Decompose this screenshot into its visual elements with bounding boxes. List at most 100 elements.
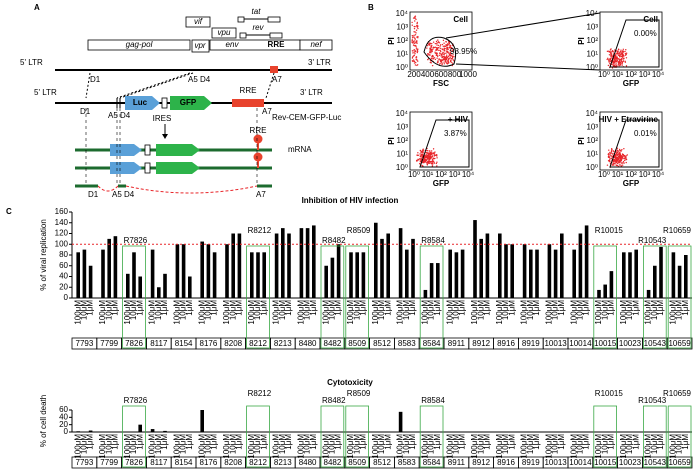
- event-dot: [430, 150, 433, 152]
- event-dot: [425, 154, 428, 156]
- bar: [330, 257, 335, 298]
- event-dot: [447, 61, 450, 64]
- concentration-label: 100μM: [371, 300, 380, 325]
- category-label: 8916: [497, 339, 515, 348]
- box: [267, 16, 281, 23]
- event-dot: [448, 47, 450, 49]
- concentration-label: 10μM: [526, 300, 535, 321]
- event-dot: [416, 22, 418, 25]
- event-dot: [445, 52, 447, 55]
- concentration-label: 10μM: [129, 434, 138, 455]
- event-dot: [413, 49, 416, 51]
- category-label: 8117: [150, 339, 168, 348]
- event-dot: [429, 54, 431, 56]
- label: nef: [310, 40, 322, 49]
- event-dot: [436, 62, 439, 64]
- event-dot: [432, 152, 434, 155]
- y-tick-label: 140: [55, 218, 69, 227]
- event-dot: [417, 36, 419, 39]
- concentration-label: 100μM: [123, 300, 132, 325]
- label: A5 D4: [112, 190, 135, 199]
- event-dot: [621, 51, 623, 53]
- event-dot: [416, 51, 419, 54]
- highlight-box: [345, 405, 369, 468]
- event-dot: [430, 57, 433, 59]
- bar: [101, 249, 105, 298]
- tick-label: 10²: [586, 36, 598, 45]
- event-dot: [617, 48, 620, 51]
- bar: [82, 249, 87, 298]
- annotation: R8584: [421, 236, 445, 245]
- event-dot: [434, 58, 437, 61]
- event-dot: [443, 49, 446, 52]
- event-dot: [618, 61, 620, 64]
- event-dot: [451, 50, 454, 52]
- event-dot: [439, 47, 442, 49]
- event-dot: [425, 159, 427, 162]
- event-dot: [613, 64, 616, 67]
- bar: [250, 252, 254, 298]
- concentration-label: 1μM: [408, 300, 417, 316]
- box: [299, 39, 333, 51]
- category-label: 8482: [324, 339, 342, 348]
- bar: [659, 246, 663, 298]
- concentration-label: 100μM: [594, 434, 603, 459]
- event-dot: [426, 47, 428, 49]
- concentration-label: 10μM: [80, 434, 89, 455]
- category-label: 8208: [224, 339, 242, 348]
- concentration-label: 1μM: [557, 300, 566, 316]
- label: A5 D4: [108, 111, 131, 120]
- event-dot: [432, 58, 435, 60]
- highlight-box: [593, 245, 617, 349]
- concentration-label: 100μM: [569, 300, 578, 325]
- event-dot: [449, 55, 451, 57]
- box: [161, 97, 168, 109]
- concentration-label: 100μM: [346, 434, 355, 459]
- highlight-box: [419, 245, 444, 349]
- highlight-box: [667, 245, 692, 349]
- event-dot: [422, 153, 424, 156]
- event-dot: [452, 54, 454, 56]
- event-dot: [622, 60, 624, 62]
- event-dot: [417, 154, 420, 156]
- event-dot: [621, 162, 624, 164]
- event-dot: [623, 157, 625, 160]
- y-tick-label: 80: [59, 250, 68, 259]
- event-dot: [443, 57, 446, 59]
- category-label: 7799: [100, 339, 118, 348]
- event-dot: [422, 160, 425, 162]
- label: rev: [252, 23, 264, 32]
- concentration-label: 1μM: [210, 300, 219, 316]
- event-dot: [422, 151, 424, 153]
- event-dot: [414, 15, 417, 17]
- event-dot: [412, 17, 415, 19]
- concentration-label: 10μM: [551, 434, 560, 455]
- tick-label: 10²: [586, 136, 598, 145]
- concentration-label: 100μM: [644, 434, 653, 459]
- event-dot: [617, 58, 620, 60]
- event-dot: [426, 162, 428, 164]
- bar: [256, 252, 260, 298]
- event-dot: [450, 57, 453, 60]
- event-dot: [430, 157, 433, 159]
- plot-frame: [409, 111, 473, 171]
- concentration-label: 10μM: [253, 434, 262, 455]
- bar: [299, 228, 304, 298]
- event-dot: [610, 157, 612, 160]
- y-tick-label: 20: [59, 282, 68, 291]
- event-dot: [609, 59, 611, 61]
- category-label: 10014: [569, 458, 592, 467]
- event-dot: [623, 159, 626, 162]
- annotation: R10015: [595, 389, 624, 398]
- rre-mark: [270, 66, 278, 73]
- event-dot: [416, 42, 418, 44]
- event-dot: [416, 50, 419, 53]
- event-dot: [411, 21, 413, 24]
- event-dot: [414, 17, 416, 20]
- gate-link: [455, 63, 601, 71]
- event-dot: [608, 50, 610, 52]
- label: IRES: [153, 114, 172, 123]
- event-dot: [415, 29, 418, 31]
- concentration-label: 10μM: [402, 300, 411, 321]
- bar: [324, 265, 328, 298]
